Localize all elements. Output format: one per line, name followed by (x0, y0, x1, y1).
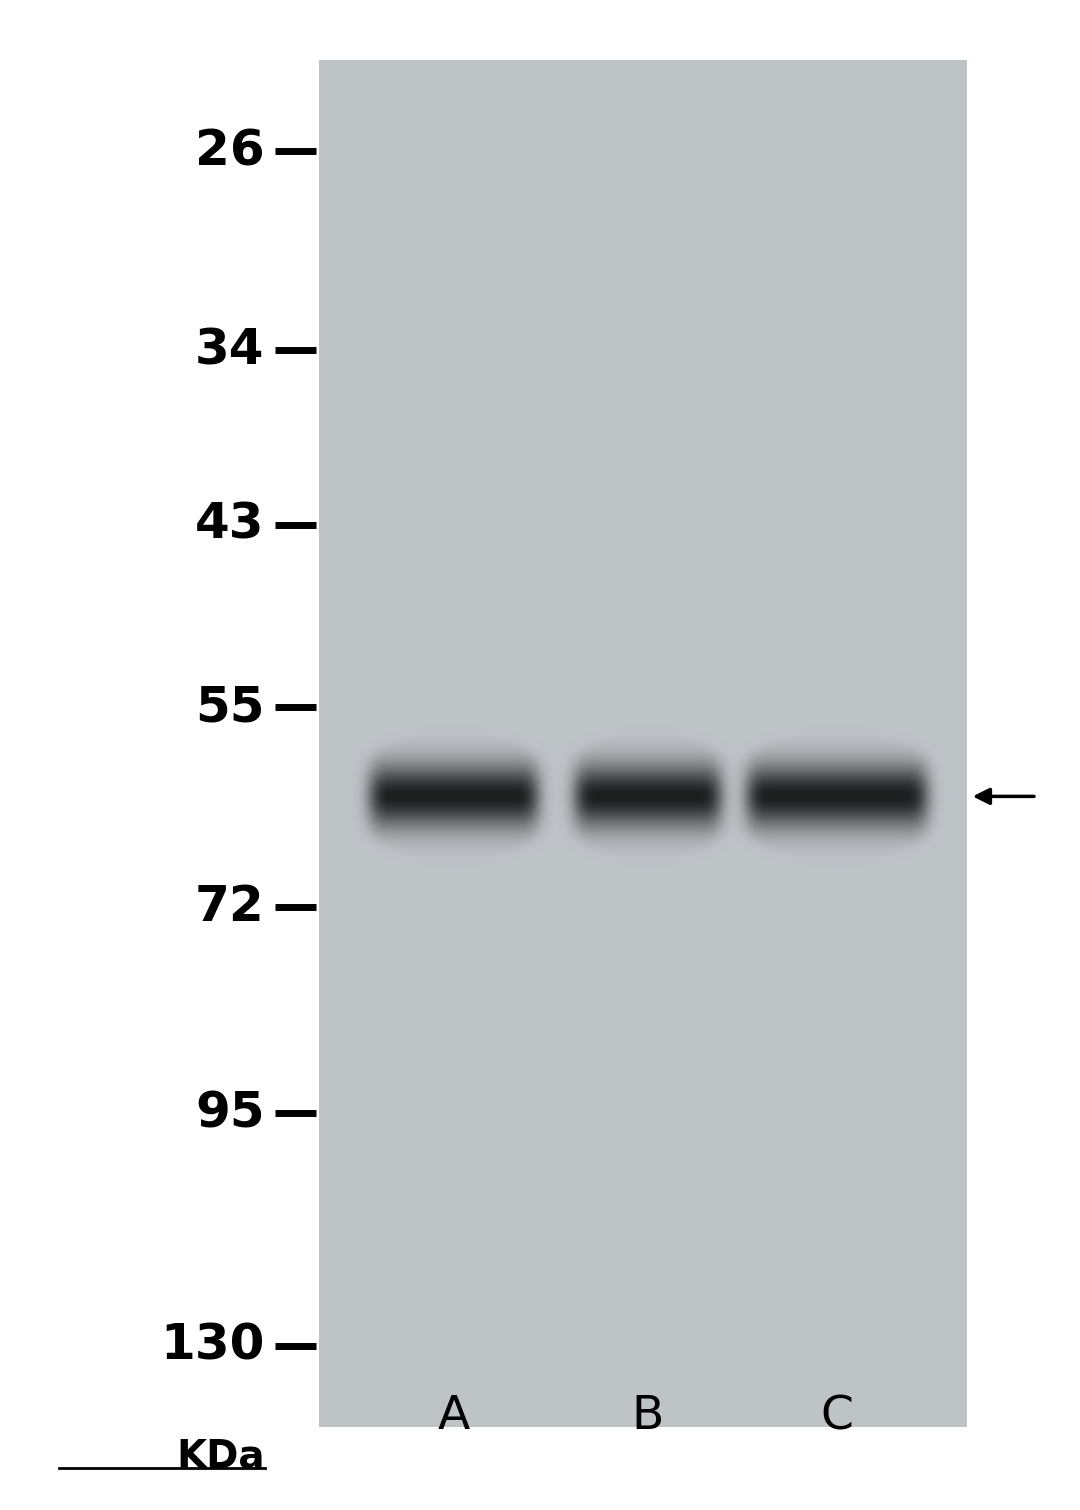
Text: A: A (437, 1394, 470, 1439)
Text: 26: 26 (195, 127, 265, 175)
Text: 95: 95 (195, 1089, 265, 1137)
Text: KDa: KDa (176, 1438, 265, 1475)
Text: 55: 55 (195, 684, 265, 731)
Text: B: B (632, 1394, 664, 1439)
Text: 72: 72 (194, 883, 265, 932)
Text: 34: 34 (195, 326, 265, 374)
Text: 43: 43 (195, 501, 265, 548)
Text: 130: 130 (160, 1321, 265, 1370)
Text: C: C (821, 1394, 853, 1439)
Bar (319, 60, 967, 1427)
